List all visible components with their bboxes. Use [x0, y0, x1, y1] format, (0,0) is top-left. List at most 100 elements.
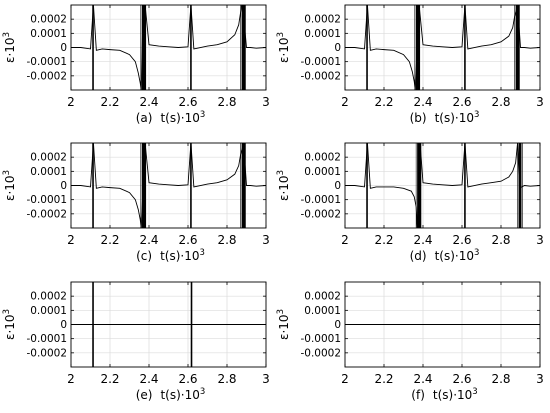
- x-tick-label: 2.6: [452, 233, 471, 247]
- x-axis-label-exponent: 3: [474, 248, 479, 258]
- x-tick-label: 2.2: [100, 95, 119, 109]
- panel-caption: (f): [411, 388, 425, 402]
- y-tick-label: 0.0002: [30, 152, 67, 164]
- x-tick-label: 2.2: [374, 95, 393, 109]
- y-tick-label: 0: [334, 319, 341, 331]
- x-axis-label: (f) t(s)·103: [411, 387, 477, 402]
- x-tick-label: 2.8: [217, 233, 236, 247]
- y-axis-label: ε·103: [2, 32, 17, 63]
- x-tick-label: 3: [536, 233, 544, 247]
- y-axis-label: ε·103: [276, 170, 291, 201]
- y-tick-label: -0.0001: [26, 56, 67, 68]
- x-axis-label: (a) t(s)·103: [136, 110, 206, 125]
- y-tick-label: 0.0001: [304, 28, 341, 40]
- x-tick-label: 2: [67, 372, 75, 386]
- x-axis-label-exponent: 3: [474, 110, 479, 120]
- series-line: [71, 5, 266, 90]
- y-axis-label-text: ε·10: [3, 37, 17, 63]
- x-tick-label: 2.4: [139, 372, 158, 386]
- y-axis-label-exponent: 3: [276, 170, 286, 175]
- y-tick-label: -0.0002: [300, 70, 341, 82]
- x-axis-label: (e) t(s)·103: [136, 387, 206, 402]
- panel-caption: (d): [410, 249, 427, 263]
- x-axis-label-exponent: 3: [200, 110, 205, 120]
- x-tick-label: 2: [67, 233, 75, 247]
- y-axis-label: ε·103: [2, 309, 17, 340]
- y-tick-label: -0.0002: [300, 347, 341, 359]
- x-tick-label: 2.4: [139, 233, 158, 247]
- x-tick-label: 2: [67, 95, 75, 109]
- y-tick-label: 0.0002: [304, 291, 341, 303]
- y-axis-label-exponent: 3: [2, 32, 12, 37]
- x-tick-label: 2: [341, 95, 349, 109]
- x-axis-label-exponent: 3: [472, 387, 477, 397]
- panel-caption: (e): [136, 388, 153, 402]
- y-tick-label: -0.0002: [26, 347, 67, 359]
- y-axis-label-exponent: 3: [2, 309, 12, 314]
- x-tick-label: 2.4: [413, 233, 432, 247]
- y-tick-label: 0.0002: [30, 14, 67, 26]
- y-tick-label: -0.0002: [26, 208, 67, 220]
- y-tick-label: 0: [60, 180, 67, 192]
- y-axis-label: ε·103: [2, 170, 17, 201]
- x-tick-label: 2: [341, 233, 349, 247]
- panel-caption: (b): [410, 111, 427, 125]
- x-axis-label: (c) t(s)·103: [136, 248, 205, 263]
- x-axis-label: (b) t(s)·103: [410, 110, 480, 125]
- x-tick-label: 3: [536, 372, 544, 386]
- y-axis-label: ε·103: [276, 309, 291, 340]
- y-tick-label: 0.0001: [30, 305, 67, 317]
- x-tick-label: 2.6: [178, 372, 197, 386]
- x-tick-label: 3: [262, 233, 270, 247]
- y-tick-label: 0.0002: [304, 152, 341, 164]
- panel-caption: (c): [136, 249, 152, 263]
- x-axis-label-text: t(s)·10: [433, 388, 472, 402]
- chart-panel: 2 2.2 2.4 2.6 2.8 3 0.0002 0.0001 0 -0.0001 -0.000…: [2, 281, 270, 402]
- chart-panel: 2 2.2 2.4 2.6 2.8 3 0.0002 0.0001 0 -0.0001 -0.000…: [2, 4, 270, 125]
- y-tick-label: 0.0002: [304, 14, 341, 26]
- x-axis-label-text: t(s)·10: [160, 111, 199, 125]
- x-axis-label: (d) t(s)·103: [410, 248, 480, 263]
- y-tick-label: -0.0001: [26, 333, 67, 345]
- y-axis-label-exponent: 3: [276, 32, 286, 37]
- x-tick-label: 2.8: [491, 233, 510, 247]
- x-tick-label: 2.4: [413, 372, 432, 386]
- x-axis-label-text: t(s)·10: [160, 388, 199, 402]
- oscillation-burst: [518, 143, 522, 228]
- chart-panel: 2 2.2 2.4 2.6 2.8 3 0.0002 0.0001 0 -0.0001 -0.000…: [2, 142, 270, 263]
- x-axis-label-text: t(s)·10: [435, 111, 474, 125]
- x-tick-label: 2.8: [491, 95, 510, 109]
- y-axis-label: ε·103: [276, 32, 291, 63]
- y-tick-label: 0.0001: [30, 28, 67, 40]
- x-tick-label: 3: [262, 372, 270, 386]
- x-tick-label: 2.6: [178, 95, 197, 109]
- x-tick-label: 2.6: [452, 372, 471, 386]
- x-tick-label: 2.2: [100, 372, 119, 386]
- x-axis-label-exponent: 3: [200, 387, 205, 397]
- x-tick-label: 2.8: [217, 95, 236, 109]
- y-axis-label-text: ε·10: [3, 175, 17, 201]
- x-tick-label: 2.8: [217, 372, 236, 386]
- y-tick-label: 0.0001: [304, 166, 341, 178]
- x-tick-label: 2.6: [178, 233, 197, 247]
- y-tick-label: -0.0001: [300, 56, 341, 68]
- x-tick-label: 2.6: [452, 95, 471, 109]
- x-tick-label: 2.2: [100, 233, 119, 247]
- x-tick-label: 3: [536, 95, 544, 109]
- y-axis-label-exponent: 3: [2, 170, 12, 175]
- series-line: [345, 143, 540, 228]
- y-tick-label: 0.0001: [30, 166, 67, 178]
- y-axis-label-text: ε·10: [277, 314, 291, 340]
- x-tick-label: 2.4: [139, 95, 158, 109]
- y-tick-label: 0: [334, 42, 341, 54]
- y-tick-label: -0.0001: [300, 194, 341, 206]
- panel-caption: (a): [136, 111, 153, 125]
- x-axis-label-text: t(s)·10: [160, 249, 199, 263]
- y-tick-label: -0.0001: [26, 194, 67, 206]
- y-axis-label-text: ε·10: [277, 37, 291, 63]
- y-axis-label-text: ε·10: [3, 314, 17, 340]
- chart-panel: 2 2.2 2.4 2.6 2.8 3 0.0002 0.0001 0 -0.0001 -0.000…: [276, 4, 544, 125]
- x-tick-label: 3: [262, 95, 270, 109]
- chart-panel: 2 2.2 2.4 2.6 2.8 3 0.0002 0.0001 0 -0.0001 -0.000…: [276, 281, 544, 402]
